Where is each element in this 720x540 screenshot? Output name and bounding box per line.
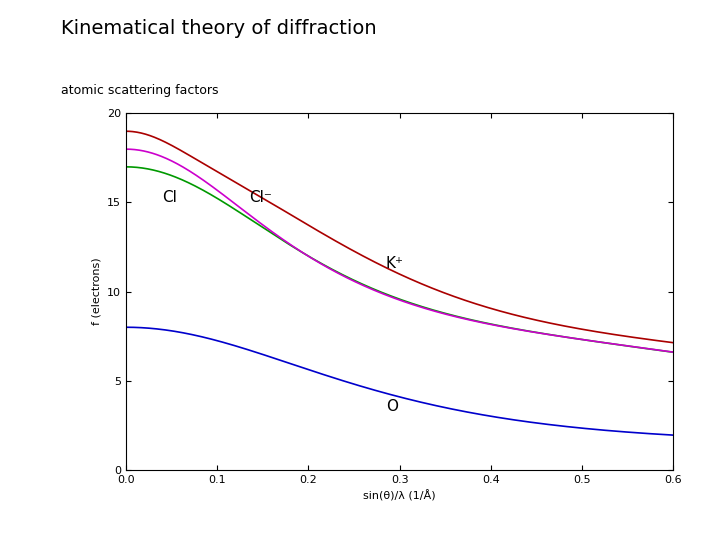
Text: Kinematical theory of diffraction: Kinematical theory of diffraction [61, 19, 377, 38]
Y-axis label: f (electrons): f (electrons) [91, 258, 102, 326]
Text: atomic scattering factors: atomic scattering factors [61, 84, 219, 97]
X-axis label: sin(θ)/λ (1/Å): sin(θ)/λ (1/Å) [364, 490, 436, 502]
Text: Cl⁻: Cl⁻ [249, 191, 272, 206]
Text: Cl: Cl [163, 191, 177, 206]
Text: O: O [386, 399, 398, 414]
Text: K⁺: K⁺ [386, 256, 404, 272]
